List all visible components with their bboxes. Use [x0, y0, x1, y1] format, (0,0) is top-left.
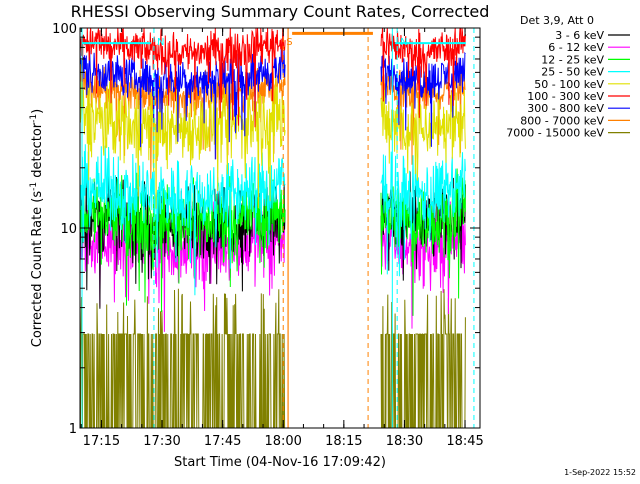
- y-tick-label: 100: [52, 22, 77, 37]
- y-tick-label: 1: [69, 422, 77, 437]
- legend-label: 7000 - 15000 keV: [506, 127, 604, 140]
- x-tick-label: 17:45: [204, 434, 241, 449]
- series-trace: [380, 151, 466, 277]
- legend-label: 6 - 12 keV: [548, 41, 604, 54]
- x-axis-label: Start Time (04-Nov-16 17:09:42): [174, 455, 386, 470]
- marker-label: S: [286, 37, 292, 48]
- series-trace: [380, 66, 466, 165]
- series-trace: [79, 47, 286, 160]
- legend-label: 100 - 300 keV: [527, 90, 604, 103]
- chart-title: RHESSI Observing Summary Count Rates, Co…: [71, 2, 490, 21]
- x-tick-label: 17:15: [83, 434, 120, 449]
- series-300-800keV: [79, 47, 466, 160]
- series-trace: [380, 89, 466, 181]
- series-trace: [79, 27, 286, 128]
- series-6-12keV: [79, 197, 466, 332]
- series-50-100keV: [79, 77, 466, 209]
- legend-label: 50 - 100 keV: [534, 78, 604, 91]
- x-tick-label: 18:45: [446, 434, 483, 449]
- series-trace: [79, 144, 286, 296]
- x-tick-label: 18:00: [264, 434, 301, 449]
- series-trace: [79, 77, 286, 209]
- footer-timestamp: 1-Sep-2022 15:52: [564, 468, 636, 477]
- series-trace: [380, 201, 466, 329]
- y-tick-label: 10: [60, 222, 77, 237]
- legend-title: Det 3,9, Att 0: [520, 14, 594, 27]
- legend-label: 300 - 800 keV: [527, 102, 604, 115]
- legend-label: 800 - 7000 keV: [520, 114, 604, 127]
- marker-label: N: [157, 37, 164, 48]
- x-tick-label: 17:30: [143, 434, 180, 449]
- legend-label: 12 - 25 keV: [541, 53, 604, 66]
- series-trace: [380, 168, 466, 316]
- y-axis-label: Corrected Count Rate (s-1 detector-1): [29, 109, 45, 347]
- x-tick-label: 18:15: [325, 434, 362, 449]
- legend-label: 3 - 6 keV: [555, 29, 604, 42]
- series-trace: [380, 47, 466, 147]
- x-tick-label: 18:30: [386, 434, 423, 449]
- legend-label: 25 - 50 keV: [541, 66, 604, 79]
- series-25-50keV: [79, 144, 466, 296]
- series-trace: [79, 197, 286, 332]
